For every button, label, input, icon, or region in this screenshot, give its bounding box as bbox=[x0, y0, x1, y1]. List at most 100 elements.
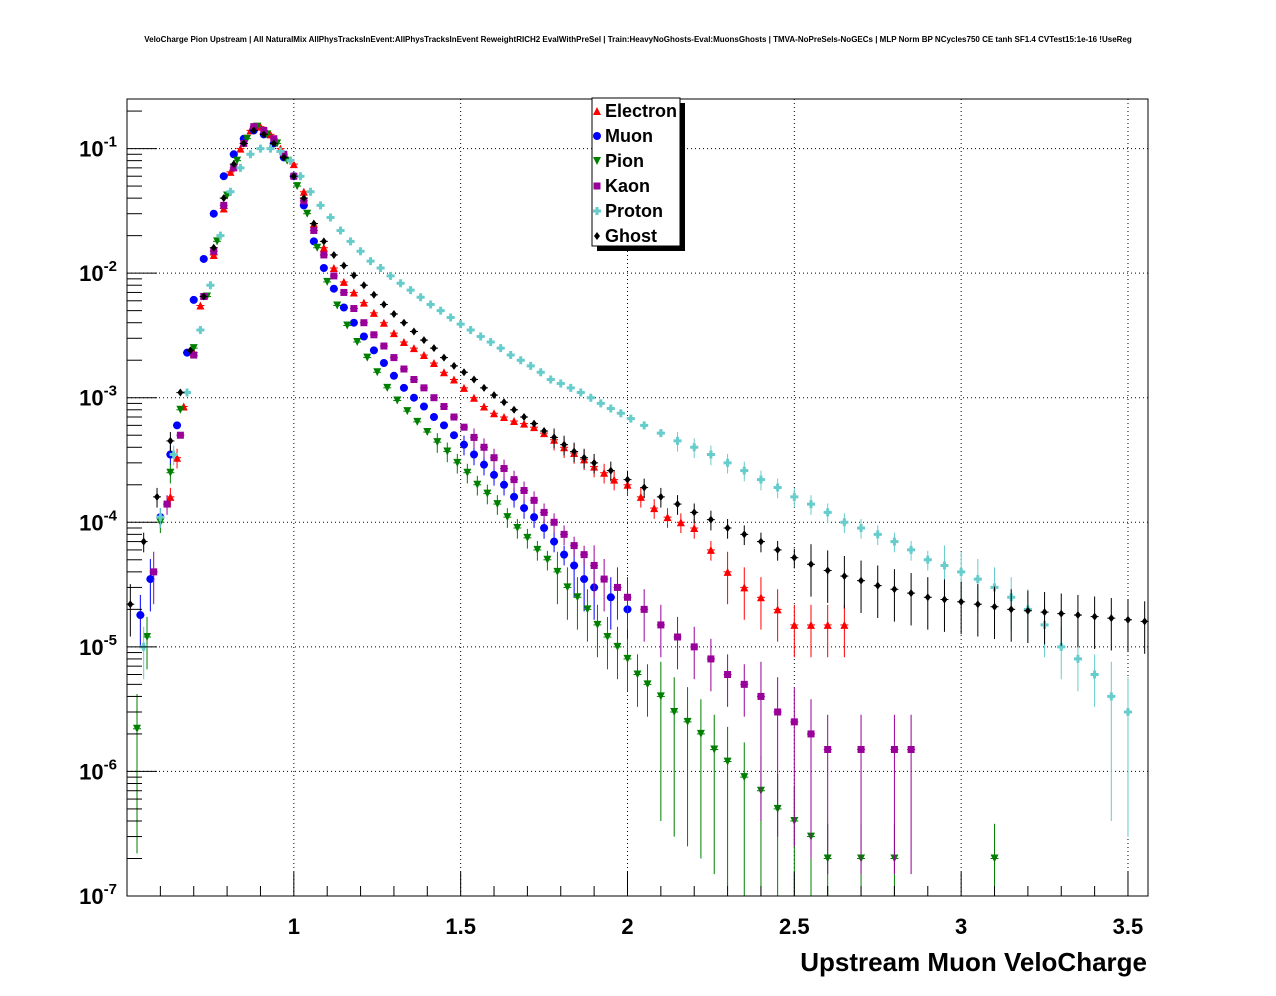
kaon-point bbox=[450, 413, 458, 421]
pion-point bbox=[313, 243, 322, 252]
kaon-point bbox=[430, 394, 438, 402]
proton-point bbox=[673, 436, 682, 445]
proton-point bbox=[506, 351, 515, 360]
kaon-point bbox=[890, 745, 898, 753]
ghost-point bbox=[1124, 615, 1131, 624]
electron-point bbox=[663, 513, 672, 522]
pion-point bbox=[243, 134, 252, 143]
proton-point bbox=[973, 575, 982, 584]
legend-entries: Electron Muon Pion Kaon Proton Ghost bbox=[593, 101, 677, 246]
ghost-point bbox=[154, 492, 161, 501]
x-tick-label: 1.5 bbox=[445, 914, 476, 939]
proton-point bbox=[536, 368, 545, 377]
ghost-point bbox=[390, 309, 397, 318]
pion-point bbox=[583, 605, 592, 614]
muon-point bbox=[470, 450, 479, 459]
legend-entry-proton: Proton bbox=[593, 201, 663, 221]
ghost-point bbox=[941, 595, 948, 604]
ghost-point bbox=[858, 576, 865, 585]
kaon-point bbox=[674, 633, 682, 641]
ghost-point bbox=[1041, 608, 1048, 617]
pion-point bbox=[493, 500, 502, 509]
ghost-point bbox=[310, 219, 317, 228]
pion-point bbox=[483, 489, 492, 498]
ghost-point bbox=[791, 553, 798, 562]
proton-point bbox=[940, 561, 949, 570]
electron-point bbox=[319, 243, 328, 252]
pion-point bbox=[383, 383, 392, 392]
muon-point bbox=[419, 402, 428, 411]
muon-point bbox=[309, 237, 318, 246]
proton-point bbox=[386, 271, 395, 280]
muon-point bbox=[189, 295, 198, 304]
ghost-point bbox=[541, 427, 548, 436]
pion-point bbox=[133, 724, 142, 733]
muon-point bbox=[510, 492, 519, 501]
ghost-point bbox=[958, 597, 965, 606]
ghost-point bbox=[127, 600, 134, 609]
kaon-point bbox=[560, 530, 568, 538]
proton-point bbox=[873, 530, 882, 539]
kaon-point bbox=[410, 376, 418, 384]
ghost-point bbox=[220, 194, 227, 203]
y-tick-exponent: -6 bbox=[104, 756, 117, 773]
pion-point bbox=[543, 555, 552, 564]
ghost-point bbox=[808, 560, 815, 569]
muon-point bbox=[359, 332, 368, 341]
electron-point bbox=[490, 409, 499, 418]
electron-point bbox=[520, 419, 529, 428]
proton-point bbox=[706, 450, 715, 459]
proton-point bbox=[406, 286, 415, 295]
proton-point bbox=[206, 281, 215, 290]
pion-point bbox=[323, 277, 332, 286]
electron-point bbox=[349, 288, 358, 297]
proton-point bbox=[656, 429, 665, 438]
muon-point bbox=[146, 575, 155, 584]
y-tick-label: 10-4 bbox=[79, 507, 117, 535]
pion-point bbox=[453, 458, 462, 467]
ghost-point bbox=[167, 436, 174, 445]
ghost-point bbox=[551, 433, 558, 442]
data-series bbox=[126, 122, 1149, 896]
ghost-point bbox=[741, 530, 748, 539]
ghost-point bbox=[1091, 612, 1098, 621]
kaon-point bbox=[520, 486, 528, 494]
proton-point bbox=[923, 555, 932, 564]
proton-point bbox=[276, 147, 285, 156]
kaon-point bbox=[470, 433, 478, 441]
pion-point bbox=[553, 567, 562, 576]
kaon-point bbox=[740, 680, 748, 688]
electron-point bbox=[480, 402, 489, 411]
y-tick-exponent: -5 bbox=[104, 632, 117, 649]
electron-point bbox=[650, 504, 659, 513]
proton-point bbox=[516, 356, 525, 365]
legend-entry-ghost: Ghost bbox=[594, 226, 657, 246]
electron-point bbox=[399, 338, 408, 347]
proton-point bbox=[156, 513, 165, 522]
proton-point bbox=[326, 213, 335, 222]
kaon-point bbox=[570, 542, 578, 550]
y-tick-exponent: -1 bbox=[104, 134, 117, 151]
electron-point bbox=[419, 351, 428, 360]
pion-point bbox=[503, 513, 512, 522]
kaon-point bbox=[774, 708, 782, 716]
kaon-point bbox=[390, 354, 398, 362]
proton-point bbox=[823, 508, 832, 517]
kaon-point bbox=[613, 583, 621, 591]
electron-point bbox=[359, 298, 368, 307]
ghost-point bbox=[607, 466, 614, 475]
x-axis-tick-labels: 1 1.5 2 2.5 3 3.5 bbox=[288, 914, 1144, 939]
kaon-point bbox=[790, 718, 798, 726]
y-tick-base: 10 bbox=[79, 261, 103, 286]
ghost-point bbox=[200, 292, 207, 301]
muon-point bbox=[219, 172, 228, 181]
kaon-point bbox=[220, 201, 228, 209]
pion-point bbox=[623, 654, 632, 663]
electron-point bbox=[510, 417, 519, 426]
kaon-point bbox=[176, 431, 184, 439]
kaon-point bbox=[640, 605, 648, 613]
ghost-point bbox=[481, 383, 488, 392]
y-tick-base: 10 bbox=[79, 386, 103, 411]
electron-point bbox=[379, 318, 388, 327]
kaon-point bbox=[550, 518, 558, 526]
